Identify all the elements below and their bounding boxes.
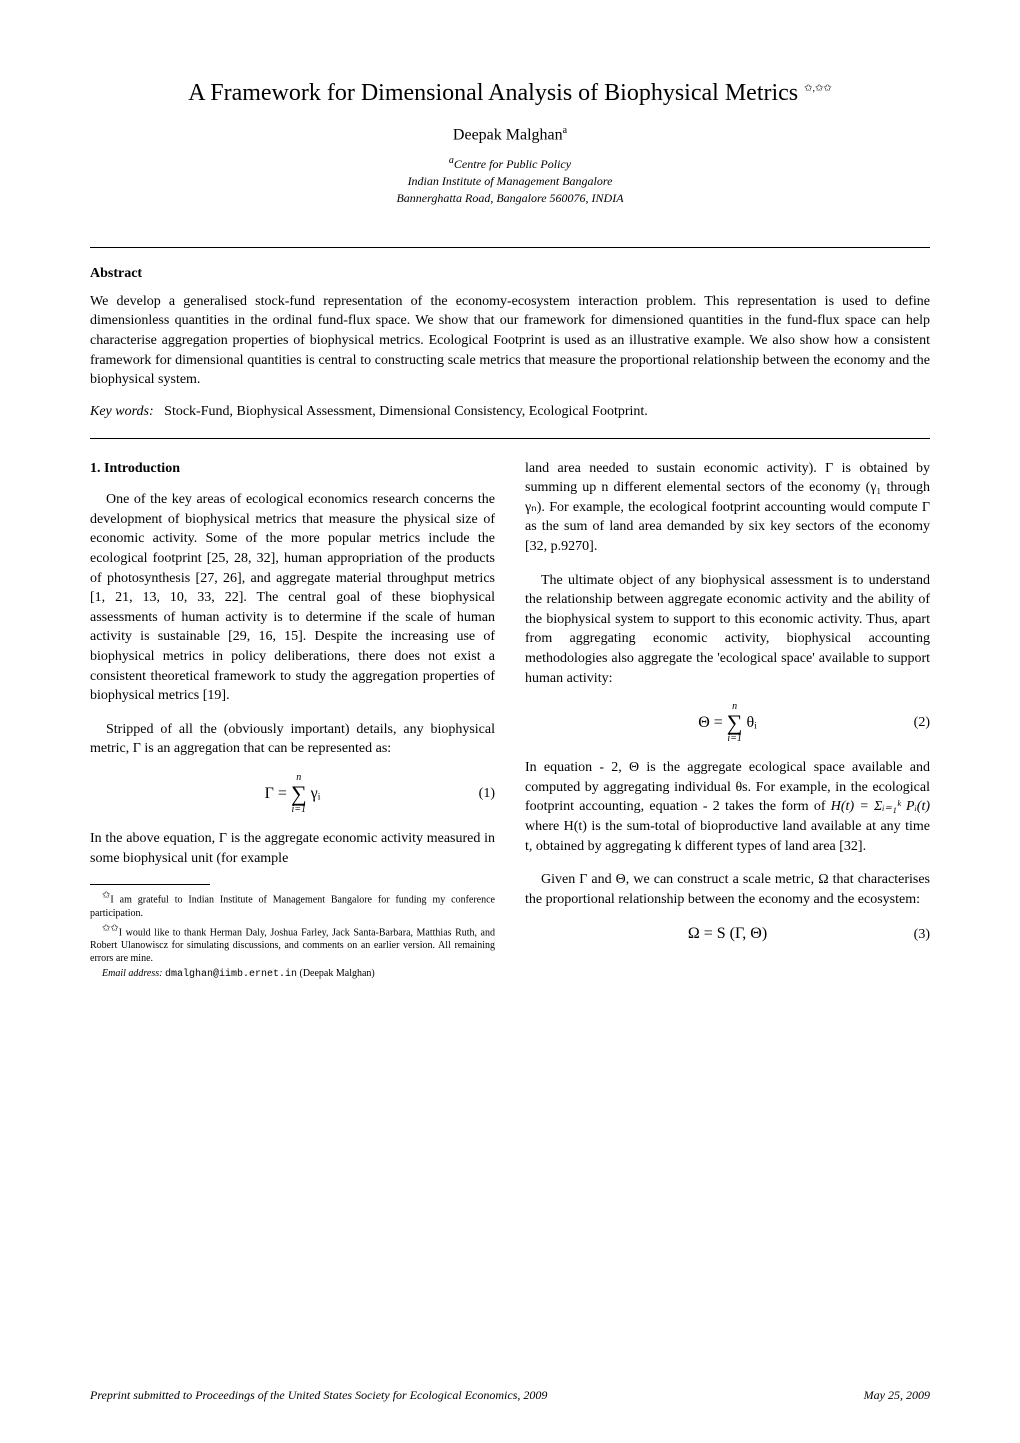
right-para-4: Given Γ and Θ, we can construct a scale … xyxy=(525,870,930,909)
equation-1: Γ = n ∑ i=1 γᵢ (1) xyxy=(90,773,495,815)
footnote-1: ✩I am grateful to Indian Institute of Ma… xyxy=(90,889,495,919)
eq2-number: (2) xyxy=(914,713,930,733)
author-name: Deepak Malghan xyxy=(453,126,563,143)
affiliation-line2: Indian Institute of Management Bangalore xyxy=(408,174,613,188)
footnote-3: Email address: dmalghan@iimb.ernet.in (D… xyxy=(90,967,495,981)
right-para-3: In equation - 2, Θ is the aggregate ecol… xyxy=(525,758,930,856)
right-para-2: The ultimate object of any biophysical a… xyxy=(525,571,930,689)
author-affiliation-mark: a xyxy=(563,125,567,136)
left-para-1: One of the key areas of ecological econo… xyxy=(90,490,495,706)
eq1-lhs: Γ = xyxy=(265,783,287,805)
divider-top xyxy=(90,247,930,248)
author: Deepak Malghana xyxy=(90,125,930,144)
eq2-sum-bot: i=1 xyxy=(727,734,742,744)
eq2-lhs: Θ = xyxy=(698,712,723,734)
right-p3-inline-eq: H(t) = Σᵢ₌₁ᵏ Pᵢ(t) xyxy=(831,799,930,814)
footnote-rule xyxy=(90,884,210,885)
affiliation-line3: Bannerghatta Road, Bangalore 560076, IND… xyxy=(396,191,623,205)
fn3-name: (Deepak Malghan) xyxy=(300,968,375,979)
sigma-icon: ∑ xyxy=(727,712,743,734)
abstract-heading: Abstract xyxy=(90,266,930,282)
fn2-mark: ✩✩ xyxy=(102,923,119,934)
two-column-body: 1. Introduction One of the key areas of … xyxy=(90,459,930,983)
sigma-icon: ∑ xyxy=(291,783,307,805)
section-1-heading: 1. Introduction xyxy=(90,459,495,479)
left-para-2: Stripped of all the (obviously important… xyxy=(90,720,495,759)
fn3-email: dmalghan@iimb.ernet.in xyxy=(165,969,297,980)
eq1-rhs: γᵢ xyxy=(311,783,321,805)
preprint-right: May 25, 2009 xyxy=(864,1388,930,1403)
right-p3-b: where H(t) is the sum-total of bioproduc… xyxy=(525,819,930,854)
keywords: Key words: Stock-Fund, Biophysical Asses… xyxy=(90,404,930,420)
eq1-number: (1) xyxy=(479,784,495,804)
divider-bottom xyxy=(90,438,930,439)
affiliation-block: aCentre for Public Policy Indian Institu… xyxy=(90,154,930,206)
footnote-2: ✩✩I would like to thank Herman Daly, Jos… xyxy=(90,922,495,965)
left-para-3: In the above equation, Γ is the aggregat… xyxy=(90,829,495,868)
title-footnote-marks: ✩,✩✩ xyxy=(804,83,832,94)
fn2-text: I would like to thank Herman Daly, Joshu… xyxy=(90,927,495,964)
equation-3: Ω = S (Γ, Θ) (3) xyxy=(525,923,930,945)
keywords-text: Stock-Fund, Biophysical Assessment, Dime… xyxy=(164,404,648,419)
abstract-text: We develop a generalised stock-fund repr… xyxy=(90,292,930,390)
eq3-body: Ω = S (Γ, Θ) xyxy=(688,923,767,945)
eq3-number: (3) xyxy=(914,925,930,945)
title-text: A Framework for Dimensional Analysis of … xyxy=(188,80,798,106)
equation-2: Θ = n ∑ i=1 θᵢ (2) xyxy=(525,702,930,744)
fn3-label: Email address: xyxy=(102,968,162,979)
affiliation-line1: Centre for Public Policy xyxy=(454,157,571,171)
preprint-left: Preprint submitted to Proceedings of the… xyxy=(90,1388,547,1403)
eq1-sum-bot: i=1 xyxy=(292,805,307,815)
fn1-text: I am grateful to Indian Institute of Man… xyxy=(90,895,495,919)
eq2-sum: n ∑ i=1 xyxy=(727,702,743,744)
preprint-footer: Preprint submitted to Proceedings of the… xyxy=(90,1388,930,1403)
left-column: 1. Introduction One of the key areas of … xyxy=(90,459,495,983)
keywords-label: Key words: xyxy=(90,404,154,419)
right-para-1: land area needed to sustain economic act… xyxy=(525,459,930,557)
right-column: land area needed to sustain economic act… xyxy=(525,459,930,983)
paper-title: A Framework for Dimensional Analysis of … xyxy=(90,80,930,107)
eq2-rhs: θᵢ xyxy=(746,712,756,734)
eq1-sum: n ∑ i=1 xyxy=(291,773,307,815)
